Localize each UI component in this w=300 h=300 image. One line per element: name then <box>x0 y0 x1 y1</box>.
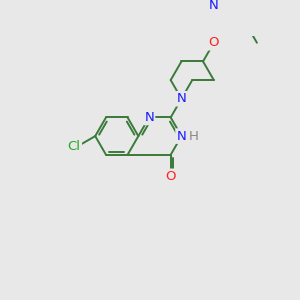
Text: H: H <box>189 130 199 142</box>
Text: N: N <box>144 111 154 124</box>
Text: N: N <box>177 130 186 142</box>
Text: O: O <box>165 170 176 183</box>
Text: N: N <box>209 0 219 12</box>
Text: N: N <box>177 92 186 105</box>
Text: Cl: Cl <box>68 140 81 153</box>
Text: O: O <box>208 36 219 49</box>
